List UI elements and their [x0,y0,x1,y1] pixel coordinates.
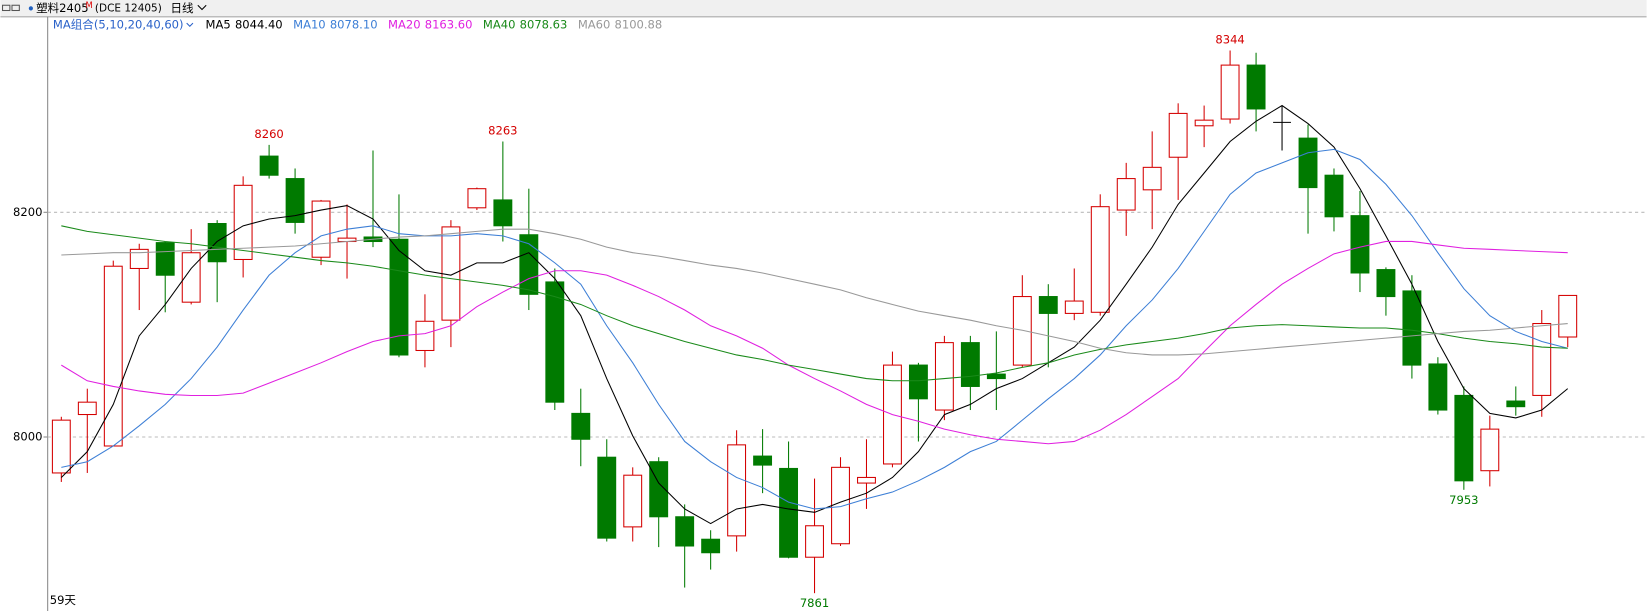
candle-body [519,234,539,295]
instrument-mark: M [85,0,92,10]
candle-body [1298,137,1318,189]
candle-body [571,412,591,440]
period-dropdown-arrow[interactable] [197,4,207,11]
ma-line [61,148,1568,510]
legend-name: MA60 [578,18,611,32]
legend-name: MA10 [293,18,326,32]
legend-name: MA5 [206,18,231,32]
legend-name: MA20 [388,18,421,32]
low-label: 7861 [800,596,829,610]
candle-body [1376,269,1396,298]
y-tick-label: 8000 [13,429,42,443]
candle-body [1480,428,1500,472]
candle-body [1454,394,1474,482]
candle-body [934,342,954,411]
candle-body [1532,322,1552,396]
candle-body [779,467,799,558]
candle-body [1142,166,1162,191]
legend-value: 8078.10 [330,18,378,32]
title-bar [0,0,1647,17]
candle-body [1506,400,1526,408]
candle-body [1090,206,1110,313]
candle-body [77,401,97,416]
status-dot [28,6,33,11]
ma-line [61,225,1568,382]
candle-body [1064,300,1084,314]
icon-part [2,4,11,12]
candle-body [597,456,617,539]
instrument-title: 塑料2405 [36,1,88,15]
candle-body [181,252,201,303]
ma-line [61,240,1568,445]
candle-body [805,525,824,558]
high-label: 8260 [254,127,283,141]
candle-body [857,476,876,484]
candle-body [753,455,773,466]
high-label: 8344 [1215,33,1244,47]
candle-body [831,466,850,545]
candle-body [1428,363,1448,411]
candle-body [1038,296,1058,314]
candle-body [415,320,435,352]
low-label: 7953 [1449,493,1478,507]
candle-body [960,342,980,387]
legend-value: 8163.60 [425,18,473,32]
legend-value: 8044.40 [235,18,283,32]
candle-body [1246,64,1266,110]
candle-body [259,155,279,176]
candle-body [1012,296,1032,366]
candle-body [233,184,253,261]
icon-part [11,4,20,12]
candle-body [51,419,71,474]
candle-body [129,248,149,269]
candle-body [467,188,487,209]
ma-group-label[interactable]: MA组合(5,10,20,40,60) [53,18,184,32]
candle-body [1350,215,1370,274]
candle-body [1168,112,1188,158]
candle-body [545,281,565,403]
y-tick-label: 8200 [13,205,42,219]
candle-body [1324,174,1344,218]
candle-body [103,265,123,447]
legend-value: 8100.88 [615,18,663,32]
ma-line [61,228,1568,356]
legend-value: 8078.63 [520,18,568,32]
candle-body [986,373,1006,380]
instrument-code: (DCE 12405) [95,2,162,14]
candle-body [1220,64,1240,120]
candle-body [285,178,305,223]
candle-body [1558,294,1578,338]
candle-body [1402,290,1422,366]
candle-body [908,364,928,400]
candle-body [441,226,461,321]
legend-name: MA40 [483,18,516,32]
candle-body [389,238,409,356]
period-selector[interactable]: 日线 [171,1,195,15]
candle-body [155,242,175,276]
bar-count: 59天 [50,593,77,607]
candle-body [1194,119,1214,127]
candle-body [207,223,227,263]
candle-body [701,538,721,554]
high-label: 8263 [488,124,517,138]
candle-body [727,444,747,537]
candle-body [675,516,695,547]
window-icon[interactable] [2,4,20,12]
candle-body [623,474,643,528]
candle-body [493,199,513,227]
ma-line [60,104,1569,525]
candle-body [1116,178,1136,211]
ma-dropdown-arrow [186,22,194,27]
